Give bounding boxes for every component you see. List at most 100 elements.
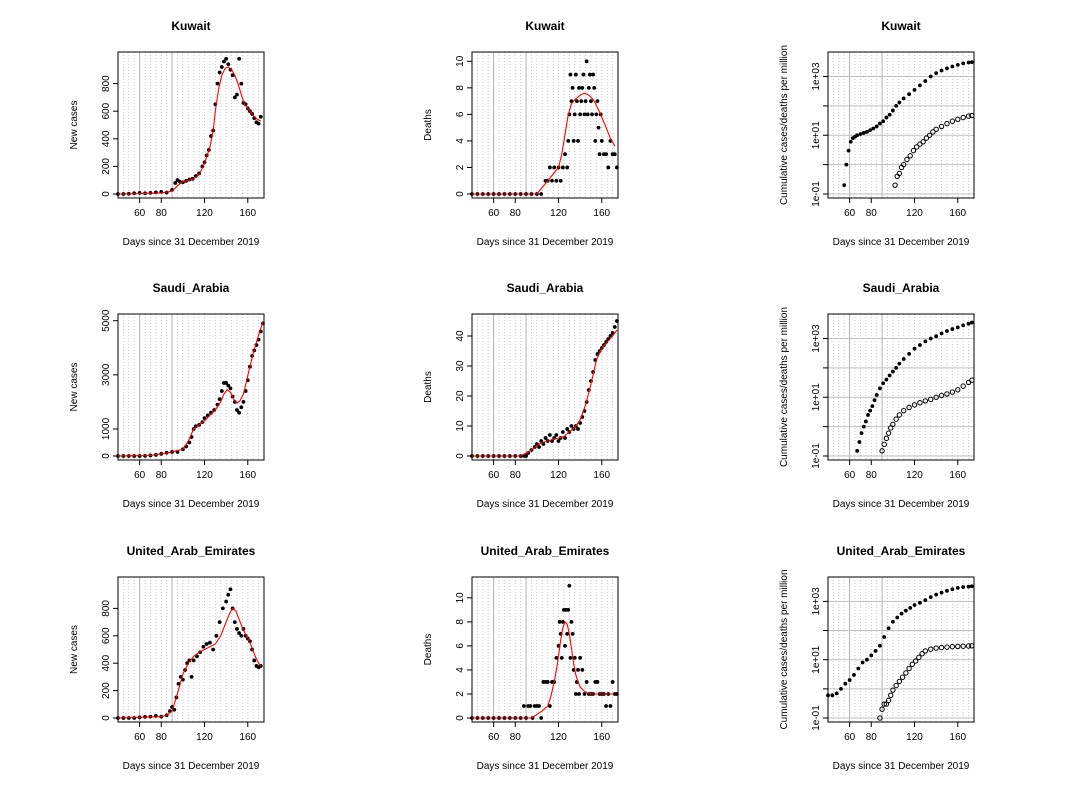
data-point <box>903 608 908 613</box>
data-point <box>537 704 541 708</box>
data-point <box>897 361 902 366</box>
data-point <box>570 85 575 90</box>
data-point <box>615 319 619 323</box>
data-point <box>595 680 600 684</box>
panel-title: United_Arab_Emirates <box>481 544 610 558</box>
data-point <box>547 704 552 708</box>
data-point <box>912 346 917 351</box>
data-point <box>235 92 239 97</box>
y-tick-label: 2 <box>455 164 466 170</box>
data-point <box>908 605 913 610</box>
data-point <box>578 656 583 660</box>
data-point <box>550 178 554 183</box>
x-tick-label: 60 <box>134 732 146 743</box>
data-point <box>961 61 966 66</box>
data-point <box>565 631 570 636</box>
x-tick-label: 60 <box>844 208 856 219</box>
data-point <box>585 112 590 117</box>
data-point <box>879 448 885 454</box>
data-point <box>944 120 950 127</box>
data-point <box>907 351 912 356</box>
data-point <box>855 448 860 453</box>
x-tick-label: 160 <box>593 208 610 219</box>
data-point <box>554 178 559 183</box>
data-point <box>928 646 934 652</box>
data-point <box>955 643 961 650</box>
data-point <box>570 631 575 636</box>
data-point <box>219 389 224 393</box>
plot-frame <box>827 51 975 199</box>
data-point <box>586 85 591 90</box>
data-point <box>907 153 913 159</box>
y-tick-label: 800 <box>101 75 112 92</box>
data-point <box>580 85 585 90</box>
data-point <box>826 693 830 698</box>
x-tick-label: 60 <box>488 208 500 219</box>
panel-8: 60 80 120 160 0 2 4 6 8 10 United_Arab_Emirates Day… <box>423 544 619 772</box>
data-point <box>926 132 933 138</box>
data-point <box>563 643 567 648</box>
x-axis-label: Days since 31 December 2019 <box>477 761 614 772</box>
data-point <box>566 607 571 612</box>
data-point <box>969 643 975 649</box>
data-point <box>563 436 567 440</box>
y-tick-label: 10 <box>455 420 466 432</box>
y-tick-label: 1e-01 <box>811 181 822 207</box>
plot-frame <box>117 313 265 461</box>
data-point <box>547 165 552 170</box>
panel-title: Saudi_Arabia <box>153 281 230 295</box>
data-point <box>554 656 559 660</box>
data-point <box>938 644 945 651</box>
data-point <box>554 433 559 437</box>
panel-2: 60 80 120 160 0 2 4 6 8 10 Kuwait Days since 31 Dec… <box>423 19 619 248</box>
data-point <box>950 327 955 331</box>
data-point <box>228 587 233 592</box>
y-tick-label: 400 <box>101 654 112 671</box>
data-point <box>235 627 239 631</box>
data-point <box>228 67 233 72</box>
y-tick-label: 8 <box>455 85 466 91</box>
data-point <box>955 325 960 330</box>
data-point <box>922 398 929 404</box>
data-point <box>237 410 242 415</box>
x-tick-label: 160 <box>239 208 256 219</box>
data-point <box>928 595 933 600</box>
data-point <box>230 73 235 78</box>
data-point <box>868 128 873 132</box>
data-point <box>933 394 939 400</box>
data-point <box>208 640 212 645</box>
data-point <box>189 675 194 679</box>
y-tick-label: 5000 <box>101 309 112 332</box>
data-point <box>901 357 906 361</box>
data-point <box>552 165 557 170</box>
data-point <box>232 95 237 100</box>
data-point <box>577 85 581 90</box>
data-point <box>615 692 619 696</box>
data-point <box>922 648 929 654</box>
data-point <box>560 619 565 624</box>
data-point <box>881 701 887 707</box>
data-point <box>868 408 873 413</box>
y-tick-label: 1e+03 <box>811 587 822 616</box>
data-point <box>918 600 922 605</box>
data-point <box>859 431 864 436</box>
y-tick-label: 6 <box>455 111 466 117</box>
smoothed-line <box>117 607 262 719</box>
y-axis-label: Deaths <box>423 634 434 666</box>
data-point <box>890 619 895 624</box>
data-point <box>572 656 577 660</box>
data-point <box>858 132 863 136</box>
data-point <box>539 716 544 720</box>
data-point <box>576 668 580 672</box>
plot-frame <box>827 576 975 723</box>
data-point <box>606 165 611 170</box>
data-point <box>173 181 178 185</box>
data-point <box>886 626 891 631</box>
data-point <box>863 419 868 424</box>
x-tick-label: 80 <box>156 208 168 219</box>
plot-frame <box>827 313 975 461</box>
data-point <box>522 704 526 708</box>
data-point <box>239 81 244 86</box>
data-point <box>226 592 231 597</box>
data-point <box>612 152 617 157</box>
